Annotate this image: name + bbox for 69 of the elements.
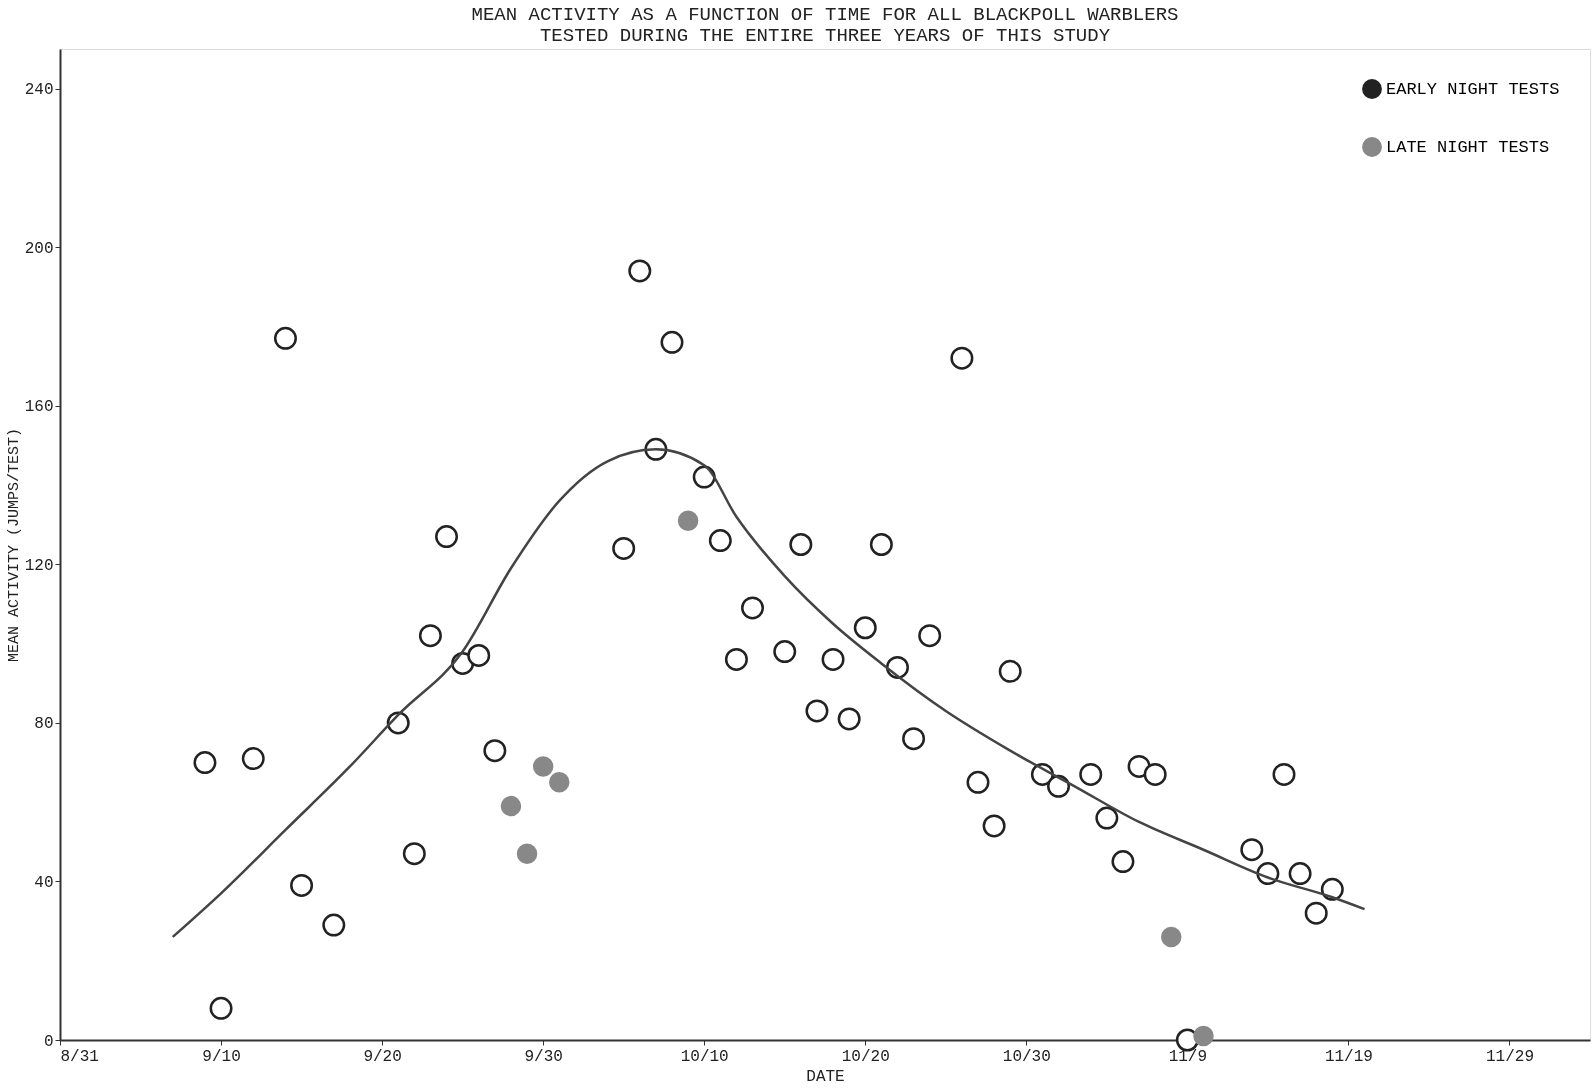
point [660,330,684,354]
point [1161,926,1182,948]
point [532,756,554,777]
point [708,529,732,553]
y-tick-label: 240 [24,81,54,100]
point [998,659,1022,683]
point [918,624,942,648]
point [273,326,297,350]
x-tick-label: 8/31 [60,1047,99,1066]
x-tick-label: 11/19 [1324,1047,1373,1066]
point [982,814,1006,838]
point [692,465,716,489]
y-tick-label: 200 [24,239,54,258]
point [853,616,877,640]
x-tick-label: 10/10 [680,1047,729,1066]
point [1079,762,1103,786]
y-axis-title: MEAN ACTIVITY (JUMPS/TEST) [5,427,23,663]
point [966,770,990,794]
x-axis-title: DATE [806,1067,845,1086]
point [1143,762,1167,786]
point [1095,806,1119,830]
point [241,747,265,771]
point [724,647,748,671]
point [516,843,538,864]
point [1272,762,1296,786]
x-tick-label: 9/10 [202,1047,241,1066]
x-tick-label: 11/29 [1485,1047,1534,1066]
point [677,510,699,531]
chart-title: MEAN ACTIVITY AS A FUNCTION OF TIME FOR ALL BLACKPOLL WARBLERS TESTED DURING THE ENTIRE THREE YEARS OF THIS STUDY [471,4,1179,47]
point [193,751,217,774]
point [1193,1025,1214,1047]
point [1047,774,1071,798]
point [1240,838,1264,862]
point [869,533,893,556]
y-tick-label: 120 [24,556,54,575]
legend-label: LATE NIGHT TESTS [1386,138,1550,157]
legend-label: EARLY NIGHT TESTS [1386,80,1560,99]
point [322,913,346,937]
point [290,873,314,897]
point [773,640,797,663]
point [821,647,845,671]
point [805,699,829,723]
point [418,624,442,648]
point [837,707,861,731]
x-tick-label: 10/30 [1002,1047,1051,1066]
point [950,346,974,370]
point [500,795,522,817]
point [1288,862,1312,885]
point [741,596,765,620]
point [467,644,491,667]
x-tick-label: 9/30 [524,1047,563,1066]
x-tick-label: 11/9 [1168,1047,1208,1066]
y-tick-label: 80 [34,715,54,734]
y-tick-label: 40 [34,873,54,892]
y-tick-label: 0 [43,1032,54,1051]
point [789,533,813,556]
point [1304,901,1328,925]
point [435,525,459,549]
point [549,772,570,793]
point [483,739,507,763]
x-tick-label: 9/20 [363,1047,402,1066]
x-tick-label: 10/20 [841,1047,890,1066]
point [209,996,233,1020]
y-tick-label: 160 [24,398,54,417]
point [1111,850,1135,874]
point [902,727,926,751]
point [612,536,636,560]
point [628,259,652,283]
point [402,842,426,866]
